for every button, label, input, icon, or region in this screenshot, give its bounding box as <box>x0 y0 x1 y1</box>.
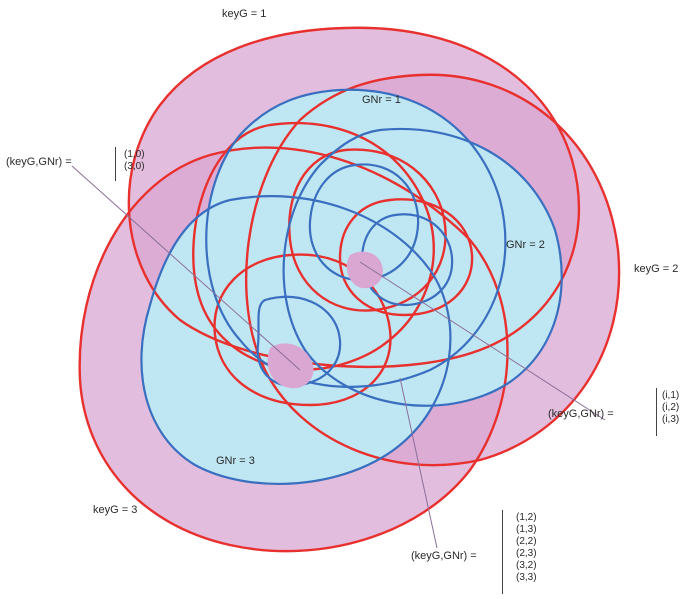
keyG2-label: keyG = 2 <box>634 263 679 275</box>
callout-right-label: (keyG,GNr) = <box>548 408 614 420</box>
keyG3-label: keyG = 3 <box>93 504 138 516</box>
GNr1-label: GNr = 1 <box>362 94 401 106</box>
callout-bottom-label: (keyG,GNr) = <box>411 550 477 562</box>
GNr-outlines <box>140 88 563 485</box>
callout-value: (3,0) <box>124 161 145 172</box>
callout-top-left-bracket <box>115 147 116 181</box>
callout-value: (i,3) <box>662 414 680 425</box>
callout-value: (3,2) <box>516 560 537 571</box>
callout-value: (2,2) <box>516 536 537 547</box>
inner-red-loop-c <box>213 253 392 407</box>
overlap-patch-left <box>267 343 314 389</box>
keyG3-outline <box>78 146 509 553</box>
GNr3-outline <box>140 195 452 485</box>
callout-value: (1,0) <box>124 149 145 160</box>
callout-value: (1,3) <box>516 524 537 535</box>
keyG1-outline <box>127 26 581 369</box>
leader-lines <box>71 165 606 549</box>
callout-top-left-values: (1,0) (3,0) <box>124 149 145 173</box>
callout-bottom-values: (1,2) (1,3) (2,2) (2,3) (3,2) (3,3) (3,3… <box>516 512 537 584</box>
keyG-outlines <box>78 26 621 553</box>
GNr1-outline <box>205 88 507 388</box>
callout-value: (2,3) <box>516 548 537 559</box>
leader-top-left <box>71 165 301 371</box>
callout-value: (1,2) <box>516 512 537 523</box>
callout-value: (3,3) <box>516 572 537 583</box>
callout-right-values: (i,1) (i,2) (i,3) <box>662 390 679 426</box>
callout-right-bracket <box>656 388 657 436</box>
callout-value: (i,1) <box>662 390 680 401</box>
GNr3-label: GNr = 3 <box>216 455 255 467</box>
keyG1-label: keyG = 1 <box>222 8 267 20</box>
inner-red-loop-d <box>192 121 435 371</box>
callout-top-left-label: (keyG,GNr) = <box>6 156 72 168</box>
leader-bottom <box>399 377 438 549</box>
leader-right <box>359 261 606 421</box>
callout-value: (i,2) <box>662 402 680 413</box>
callout-bottom-bracket <box>502 510 503 594</box>
inner-red-loop-b <box>338 198 474 317</box>
GNr2-outline <box>282 127 563 407</box>
inner-blue-loop-b <box>360 213 454 307</box>
GNr2-label: GNr = 2 <box>506 239 545 251</box>
overlap-patch-right <box>346 251 383 289</box>
